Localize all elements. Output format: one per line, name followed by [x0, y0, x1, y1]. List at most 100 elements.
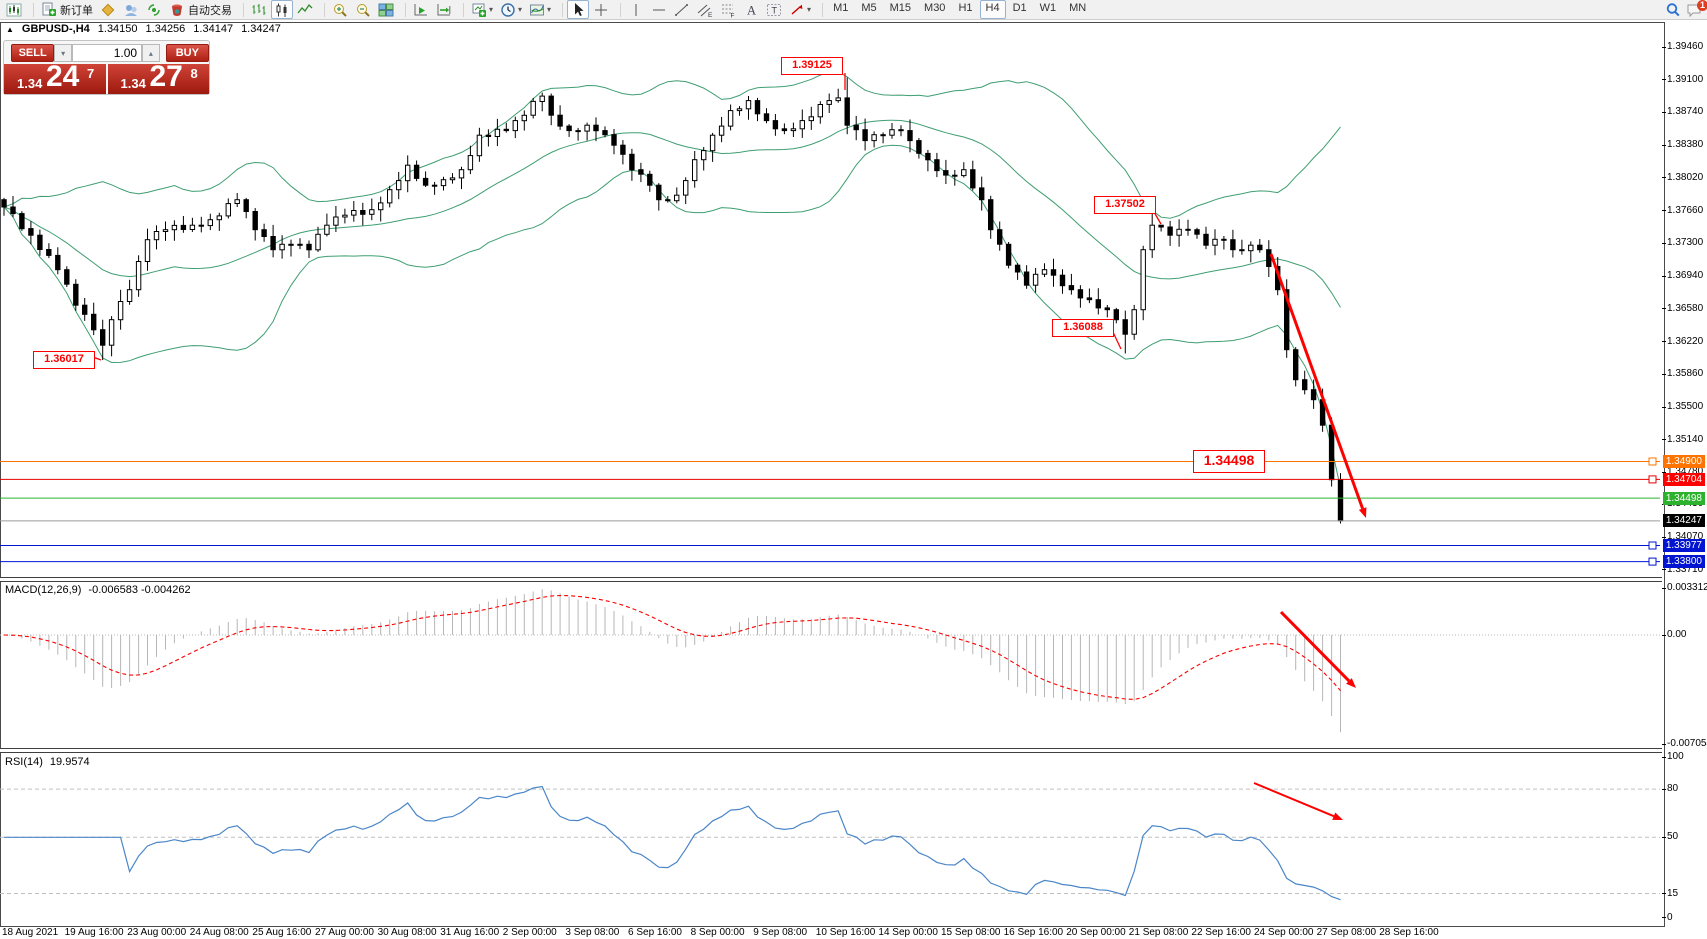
new-order-button[interactable]: 新订单 — [38, 0, 96, 19]
community-button[interactable] — [120, 0, 142, 19]
line-chart-button[interactable] — [294, 0, 316, 19]
zoom-out-button[interactable] — [352, 0, 374, 19]
timeframe-button-d1[interactable]: D1 — [1012, 2, 1027, 14]
buy-button[interactable]: BUY — [165, 44, 209, 62]
tile-windows-button[interactable] — [375, 0, 397, 19]
price-level-badge: 1.33800 — [1663, 555, 1705, 569]
periods-button[interactable]: ▾ — [497, 0, 525, 19]
time-label: 22 Sep 16:00 — [1191, 927, 1251, 938]
text-label-button[interactable]: T — [763, 0, 785, 19]
text-button[interactable]: A — [740, 0, 762, 19]
signals-button[interactable] — [143, 0, 165, 19]
time-label: 25 Aug 16:00 — [252, 927, 312, 938]
autotrading-button-label: 自动交易 — [188, 4, 232, 17]
price-tick — [1662, 242, 1666, 244]
macd-pane[interactable] — [0, 582, 1662, 748]
new-chart-button[interactable]: ▾ — [468, 0, 496, 19]
volume-input[interactable]: 1.00 — [71, 44, 143, 62]
timeframe-button-m5[interactable]: M5 — [861, 2, 877, 14]
timeframe-button-m1[interactable]: M1 — [833, 2, 849, 14]
sell-button[interactable]: SELL — [11, 44, 55, 62]
notifications-icon[interactable]: 1 — [1686, 0, 1707, 18]
arrows-button[interactable]: ▾ — [786, 0, 814, 19]
one-click-trading-panel: SELL ▾ 1.00 ▴ BUY 1.34 24 7 1.34 27 8 — [3, 40, 210, 95]
sell-price-display[interactable]: 1.34 24 7 — [4, 60, 106, 94]
bar-chart-button[interactable] — [248, 0, 270, 19]
notification-badge: 1 — [1697, 0, 1707, 11]
time-axis[interactable]: 18 Aug 2021 19 Aug 16:00 23 Aug 00:00 24 Au… — [0, 926, 1707, 939]
periods-icon — [500, 2, 516, 18]
price-chart[interactable] — [0, 20, 1662, 577]
equidistant-channel-button[interactable]: E — [694, 0, 716, 19]
chart-window-button[interactable] — [3, 0, 25, 19]
candlestick-chart-button[interactable] — [271, 0, 293, 19]
navigator-button[interactable] — [97, 0, 119, 19]
volume-down-button[interactable]: ▾ — [54, 44, 72, 62]
auto-scroll-icon — [413, 2, 429, 18]
toolbar-separator — [29, 2, 34, 17]
new-order-button-label: 新订单 — [60, 4, 93, 17]
templates-button[interactable]: ▾ — [526, 0, 554, 19]
collapse-trade-panel-button[interactable]: ▲ — [6, 24, 14, 34]
timeframe-button-m15[interactable]: M15 — [889, 2, 912, 14]
zoom-in-button[interactable] — [329, 0, 351, 19]
timeframe-button-h1[interactable]: H1 — [958, 2, 973, 14]
price-tick-label: 1.39100 — [1667, 73, 1704, 85]
timeframe-button-mn[interactable]: MN — [1069, 2, 1087, 14]
buy-price-display[interactable]: 1.34 27 8 — [107, 60, 209, 94]
equidistant-channel-icon: E — [697, 2, 713, 19]
price-tick — [1662, 536, 1666, 538]
current-price-badge: 1.34247 — [1663, 514, 1705, 528]
macd-name: MACD(12,26,9) — [5, 584, 82, 596]
timeframe-button-h4[interactable]: H4 — [979, 0, 1006, 19]
new-chart-icon — [471, 2, 487, 18]
zoom-out-icon — [355, 2, 371, 18]
fibonacci-button[interactable]: F — [717, 0, 739, 19]
search-icon[interactable] — [1665, 2, 1681, 18]
time-label: 2 Sep 00:00 — [502, 927, 557, 938]
sell-price-sup: 7 — [87, 66, 95, 81]
price-callout[interactable]: 1.34498 — [1193, 450, 1265, 473]
timeframe-button-w1[interactable]: W1 — [1039, 2, 1057, 14]
bar-chart-icon — [251, 2, 267, 18]
rsi-pane[interactable] — [0, 753, 1662, 925]
buy-price-sup: 8 — [190, 66, 198, 81]
cursor-button[interactable] — [567, 0, 590, 19]
horizontal-line-button[interactable] — [648, 0, 670, 19]
rsi-name: RSI(14) — [5, 756, 43, 768]
vertical-line-button[interactable] — [625, 0, 647, 19]
volume-up-button[interactable]: ▴ — [142, 44, 160, 62]
pane-separator[interactable] — [0, 577, 1662, 582]
autotrading-button[interactable]: 自动交易 — [166, 0, 235, 19]
toolbar-separator — [459, 2, 464, 17]
chart-shift-button[interactable] — [433, 0, 455, 19]
price-tick-label: 1.37300 — [1667, 237, 1704, 249]
price-tick — [1662, 177, 1666, 179]
price-callout[interactable]: 1.36017 — [33, 351, 95, 369]
price-level-badge: 1.33977 — [1663, 538, 1705, 552]
price-callout[interactable]: 1.37502 — [1094, 196, 1156, 214]
trendline-button[interactable] — [671, 0, 693, 19]
price-tick-label: 1.37660 — [1667, 204, 1704, 216]
price-callout[interactable]: 1.36088 — [1052, 319, 1114, 337]
timeframe-button-m30[interactable]: M30 — [924, 2, 946, 14]
time-label: 14 Sep 00:00 — [878, 927, 938, 938]
community-icon — [123, 2, 139, 18]
price-tick-label: 1.35500 — [1667, 401, 1704, 412]
price-tick-label: 1.38020 — [1667, 171, 1704, 183]
price-callout[interactable]: 1.39125 — [781, 57, 843, 75]
toolbar-right: 1 — [1665, 0, 1707, 18]
price-tick — [1662, 406, 1666, 408]
time-label: 27 Aug 00:00 — [315, 927, 374, 938]
crosshair-button[interactable] — [590, 0, 612, 19]
time-label: 3 Sep 08:00 — [565, 927, 620, 938]
sell-price-small: 1.34 — [17, 76, 43, 91]
price-level-badge: 1.34498 — [1663, 491, 1705, 505]
horizontal-line-icon — [651, 2, 667, 18]
macd-tick — [1662, 634, 1666, 636]
buy-price-big: 27 — [149, 60, 183, 93]
auto-scroll-button[interactable] — [410, 0, 432, 19]
symbol-period-label: GBPUSD-,H4 — [21, 23, 90, 35]
price-level-badge: 1.34704 — [1663, 472, 1705, 486]
pane-separator[interactable] — [0, 748, 1662, 753]
